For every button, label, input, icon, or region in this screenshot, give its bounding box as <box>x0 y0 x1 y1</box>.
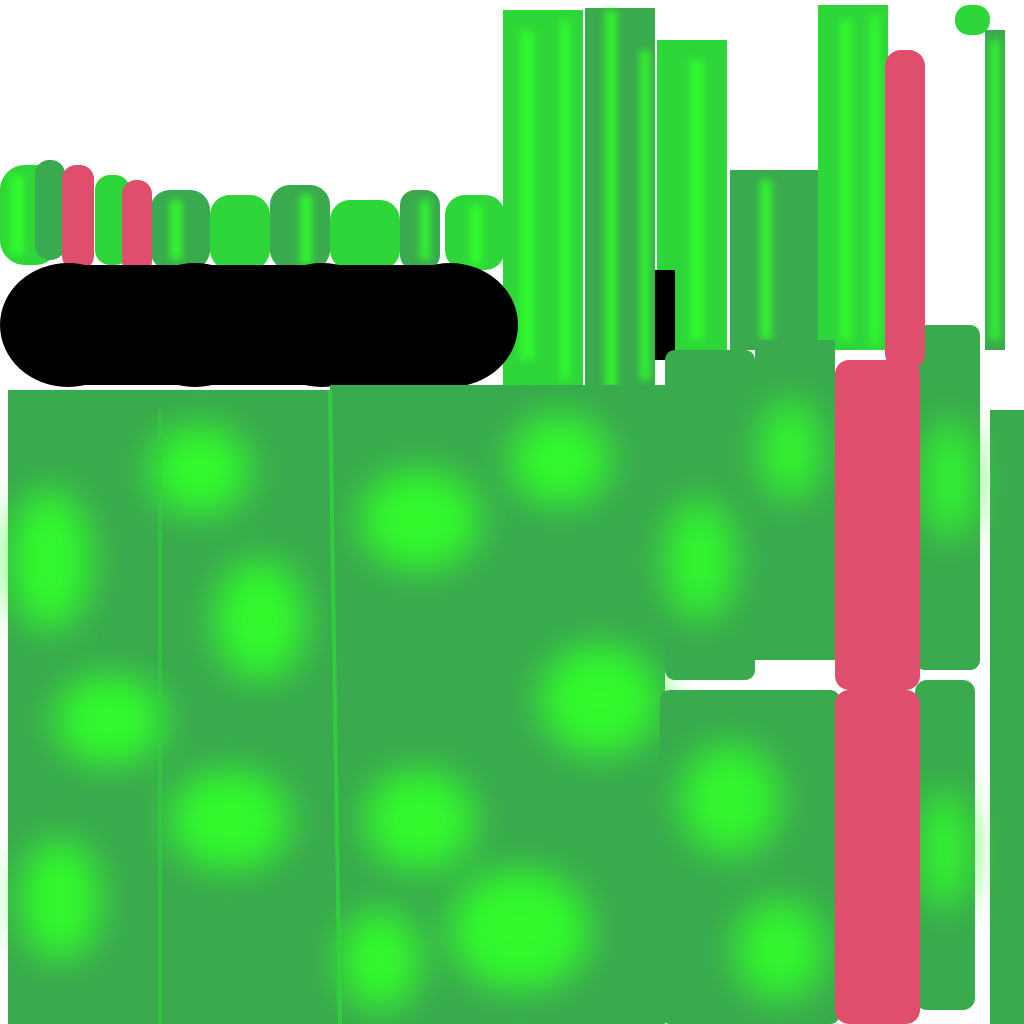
pink-bar-top <box>885 50 925 370</box>
pink-bar-main <box>835 360 920 690</box>
pink-capsule-1 <box>62 165 94 270</box>
top-strip-6 <box>955 5 990 35</box>
pink-bar-lower <box>835 690 920 1024</box>
pink-capsule-2 <box>122 180 152 275</box>
top-strip-group <box>503 5 1005 393</box>
upper-capsule-row <box>0 160 505 275</box>
black-pill-row <box>0 263 518 387</box>
top-strip-4 <box>730 170 820 350</box>
dark-slit <box>655 270 675 360</box>
left-panel <box>8 385 665 1024</box>
right-blocks <box>660 50 1024 1024</box>
